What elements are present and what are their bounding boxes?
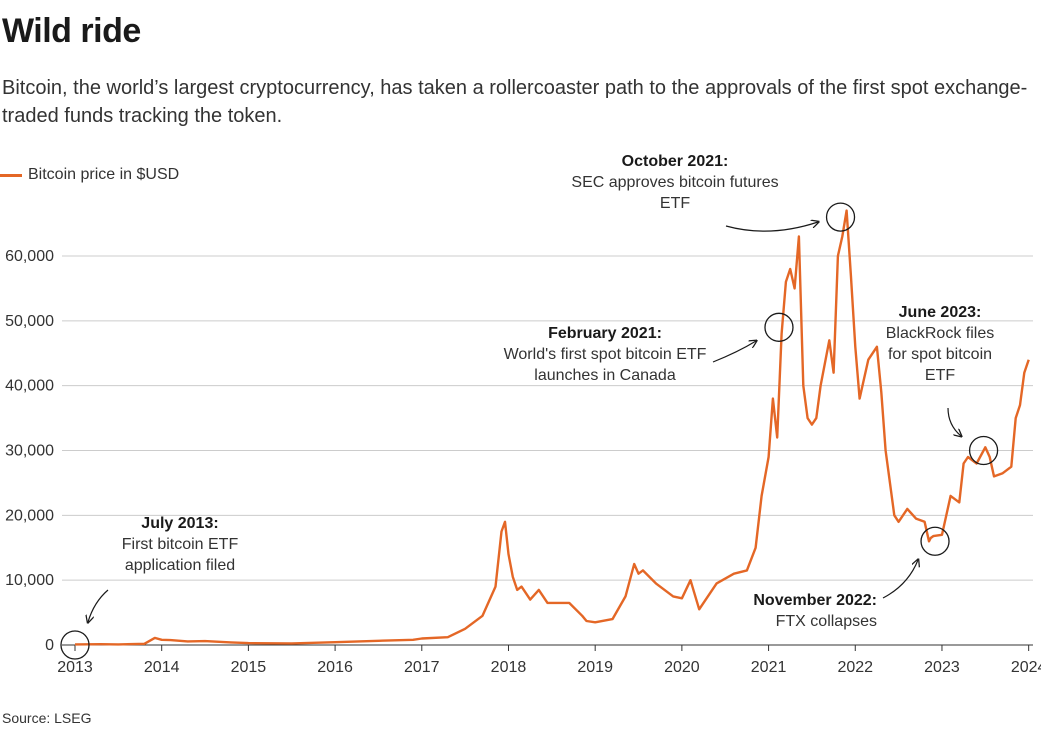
annotation-arrow (947, 407, 961, 436)
annotation-title: June 2023: (899, 304, 982, 321)
annotation-text: FTX collapses (776, 613, 877, 630)
y-tick-label: 0 (45, 637, 54, 654)
annotation-text: First bitcoin ETF (122, 536, 239, 553)
annotation-arrow (88, 589, 109, 622)
annotation-july-2013: July 2013: First bitcoin ETF application f… (60, 515, 239, 660)
annotation-circle (60, 630, 90, 660)
annotation-text: SEC approves bitcoin futures (571, 174, 778, 191)
annotation-oct-2021: October 2021: SEC approves bitcoin future… (571, 153, 856, 232)
legend: Bitcoin price in $USD (0, 166, 179, 184)
y-tick-label: 60,000 (5, 248, 54, 265)
annotation-title: February 2021: (548, 325, 662, 342)
annotation-nov-2022: November 2022: FTX collapses (753, 526, 950, 630)
annotation-text: ETF (925, 367, 955, 384)
annotation-arrow (882, 560, 918, 599)
annotation-circle (825, 202, 856, 232)
source-note: Source: LSEG (2, 710, 92, 726)
x-tick-label: 2021 (751, 659, 787, 676)
x-tick-label: 2019 (577, 659, 613, 676)
y-tick-label: 40,000 (5, 378, 54, 395)
annotation-title: July 2013: (141, 515, 218, 532)
legend-label: Bitcoin price in $USD (28, 166, 180, 183)
chart-subtitle: Bitcoin, the world’s largest cryptocurre… (2, 77, 1028, 127)
legend-swatch (0, 173, 22, 177)
annotation-text: BlackRock files (886, 325, 994, 342)
x-tick-label: 2020 (664, 659, 700, 676)
chart-title: Wild ride (2, 12, 141, 50)
x-tick-label: 2016 (317, 659, 353, 676)
annotation-title: October 2021: (622, 153, 729, 170)
annotation-circle (920, 526, 950, 556)
annotation-circle (764, 312, 794, 342)
annotation-feb-2021: February 2021: World's first spot bitcoin… (504, 312, 794, 384)
x-tick-label: 2017 (404, 659, 440, 676)
x-tick-label: 2015 (231, 659, 267, 676)
annotation-arrow (712, 341, 756, 363)
x-tick-label: 2013 (57, 659, 93, 676)
y-tick-label: 50,000 (5, 313, 54, 330)
annotation-text: application filed (125, 557, 235, 574)
y-tick-label: 30,000 (5, 443, 54, 460)
x-tick-label: 2024 (1011, 659, 1041, 676)
annotation-text: launches in Canada (534, 367, 676, 384)
annotation-text: ETF (660, 195, 690, 212)
x-tick-label: 2018 (491, 659, 527, 676)
x-tick-label: 2022 (837, 659, 873, 676)
x-tick-label: 2014 (144, 659, 180, 676)
annotation-arrow (725, 222, 818, 232)
annotation-circle (968, 435, 999, 466)
annotation-text: World's first spot bitcoin ETF (504, 346, 707, 363)
x-tick-label: 2023 (924, 659, 960, 676)
annotation-title: November 2022: (753, 592, 877, 609)
y-tick-label: 10,000 (5, 572, 54, 589)
annotation-text: for spot bitcoin (888, 346, 992, 363)
annotation-jun-2023: June 2023: BlackRock files for spot bitcoi… (886, 304, 999, 466)
price-line (74, 209, 1030, 646)
y-tick-label: 20,000 (5, 507, 54, 524)
